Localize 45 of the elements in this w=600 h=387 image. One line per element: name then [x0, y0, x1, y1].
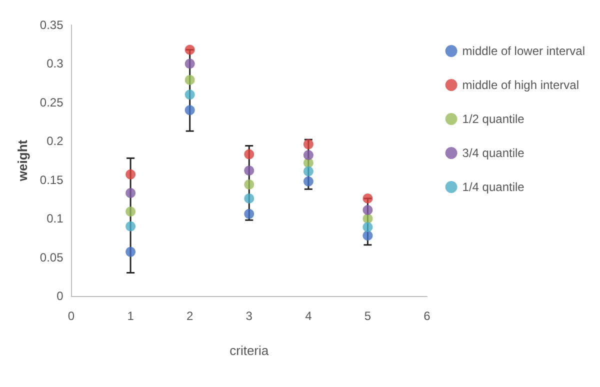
- y-tick-label: 0.1: [46, 212, 64, 226]
- legend-label: 1/2 quantile: [462, 112, 525, 126]
- point: [184, 58, 195, 69]
- x-tick-label: 4: [305, 309, 312, 323]
- y-tick-label: 0.05: [40, 250, 64, 264]
- point: [303, 176, 314, 186]
- y-tick-label: 0.25: [40, 95, 64, 110]
- y-axis-title: weight: [15, 139, 30, 182]
- point: [184, 90, 195, 100]
- point: [244, 208, 254, 219]
- point: [244, 180, 254, 190]
- point: [303, 166, 314, 176]
- x-tick-label: 5: [364, 309, 372, 323]
- y-tick-label: 0.3: [46, 56, 64, 71]
- point: [184, 105, 195, 116]
- point: [303, 150, 314, 160]
- point: [362, 222, 373, 232]
- legend-label: middle of high interval: [462, 78, 580, 92]
- legend-label: 1/4 quantile: [462, 180, 525, 194]
- point: [126, 188, 136, 198]
- y-tick-label: 0: [56, 289, 64, 303]
- legend-label: middle of lower interval: [462, 44, 585, 58]
- y-tick-label: 0.35: [40, 18, 64, 32]
- point: [126, 221, 136, 232]
- x-tick-label: 3: [246, 309, 253, 323]
- point: [362, 230, 373, 241]
- x-tick-label: 6: [424, 309, 431, 323]
- point: [126, 246, 136, 257]
- point: [362, 193, 373, 204]
- point: [244, 149, 254, 160]
- point: [184, 44, 195, 55]
- x-tick-label: 0: [68, 309, 75, 323]
- y-tick-label: 0.15: [40, 172, 64, 187]
- point: [126, 206, 136, 217]
- point: [303, 139, 314, 150]
- point: [362, 205, 373, 216]
- point: [184, 74, 195, 85]
- x-tick-label: 2: [186, 309, 194, 323]
- x-tick-label: 1: [127, 309, 134, 323]
- y-tick-label: 0.2: [46, 134, 64, 148]
- x-axis-title: criteria: [230, 343, 270, 358]
- legend-label: 3/4 quantile: [462, 146, 525, 160]
- point: [244, 193, 254, 204]
- point: [244, 166, 254, 176]
- point: [126, 169, 136, 180]
